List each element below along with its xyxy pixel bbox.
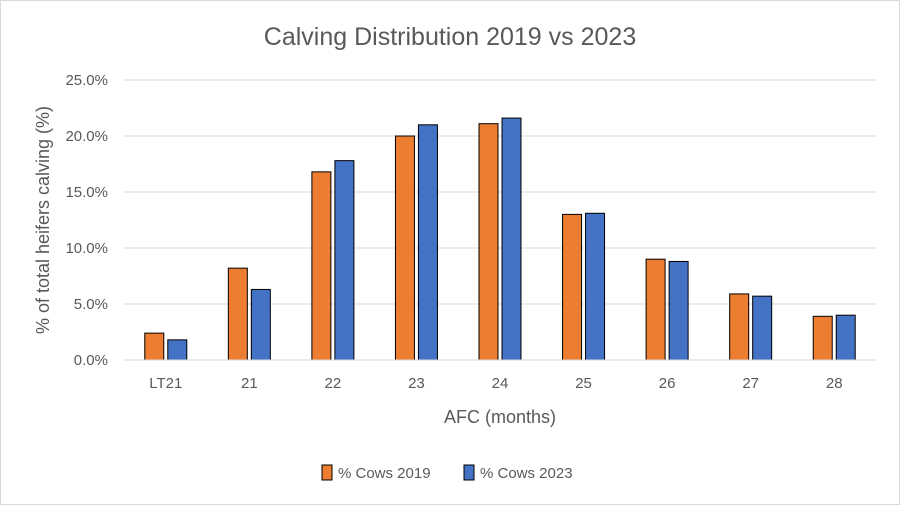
- bar-cows-2023: [501, 117, 522, 361]
- bars: [144, 117, 856, 361]
- y-tick-label: 15.0%: [65, 184, 108, 201]
- legend-swatch-cows-2019: [321, 464, 333, 481]
- x-tick-label: 28: [826, 375, 843, 392]
- legend-label-cows-2023: % Cows 2023: [480, 465, 573, 482]
- x-tick-label: 26: [659, 375, 676, 392]
- x-tick-label: 23: [408, 375, 425, 392]
- y-tick-label: 5.0%: [74, 296, 108, 313]
- x-axis-ticks: LT21 21 22 23 24 25 26 27 28: [149, 375, 842, 392]
- legend-label-cows-2019: % Cows 2019: [338, 465, 431, 482]
- legend-swatch-cows-2023: [463, 464, 475, 481]
- gridlines: [124, 79, 876, 305]
- bar-cows-2023: [668, 260, 689, 361]
- bar-cows-2019: [478, 123, 499, 361]
- y-tick-label: 0.0%: [74, 352, 108, 369]
- bar-cows-2023: [835, 314, 856, 361]
- bar-cows-2019: [812, 315, 833, 361]
- x-tick-label: LT21: [149, 375, 182, 392]
- bar-cows-2019: [645, 258, 666, 361]
- y-tick-label: 25.0%: [65, 72, 108, 89]
- y-axis-title: % of total heifers calving (%): [33, 106, 53, 334]
- bar-cows-2023: [334, 160, 355, 361]
- y-tick-label: 10.0%: [65, 240, 108, 257]
- bar-cows-2019: [227, 267, 248, 361]
- x-axis-title: AFC (months): [444, 407, 556, 427]
- y-axis-ticks: 0.0% 5.0% 10.0% 15.0% 20.0% 25.0%: [65, 72, 108, 369]
- x-tick-label: 27: [742, 375, 759, 392]
- x-tick-label: 21: [241, 375, 258, 392]
- bar-cows-2019: [144, 332, 165, 361]
- x-tick-label: 24: [492, 375, 509, 392]
- bar-cows-2019: [394, 135, 415, 361]
- bar-cows-2023: [417, 124, 438, 361]
- bar-cows-2023: [752, 295, 773, 361]
- bar-cows-2023: [250, 288, 271, 361]
- bar-cows-2019: [729, 293, 750, 361]
- y-tick-label: 20.0%: [65, 128, 108, 145]
- chart-title: Calving Distribution 2019 vs 2023: [264, 23, 636, 51]
- bar-cows-2019: [562, 213, 583, 361]
- x-tick-label: 22: [325, 375, 342, 392]
- bar-cows-2019: [311, 171, 332, 361]
- bar-cows-2023: [585, 212, 606, 361]
- legend: % Cows 2019 % Cows 2023: [321, 464, 573, 482]
- bar-cows-2023: [167, 339, 188, 361]
- x-tick-label: 25: [575, 375, 592, 392]
